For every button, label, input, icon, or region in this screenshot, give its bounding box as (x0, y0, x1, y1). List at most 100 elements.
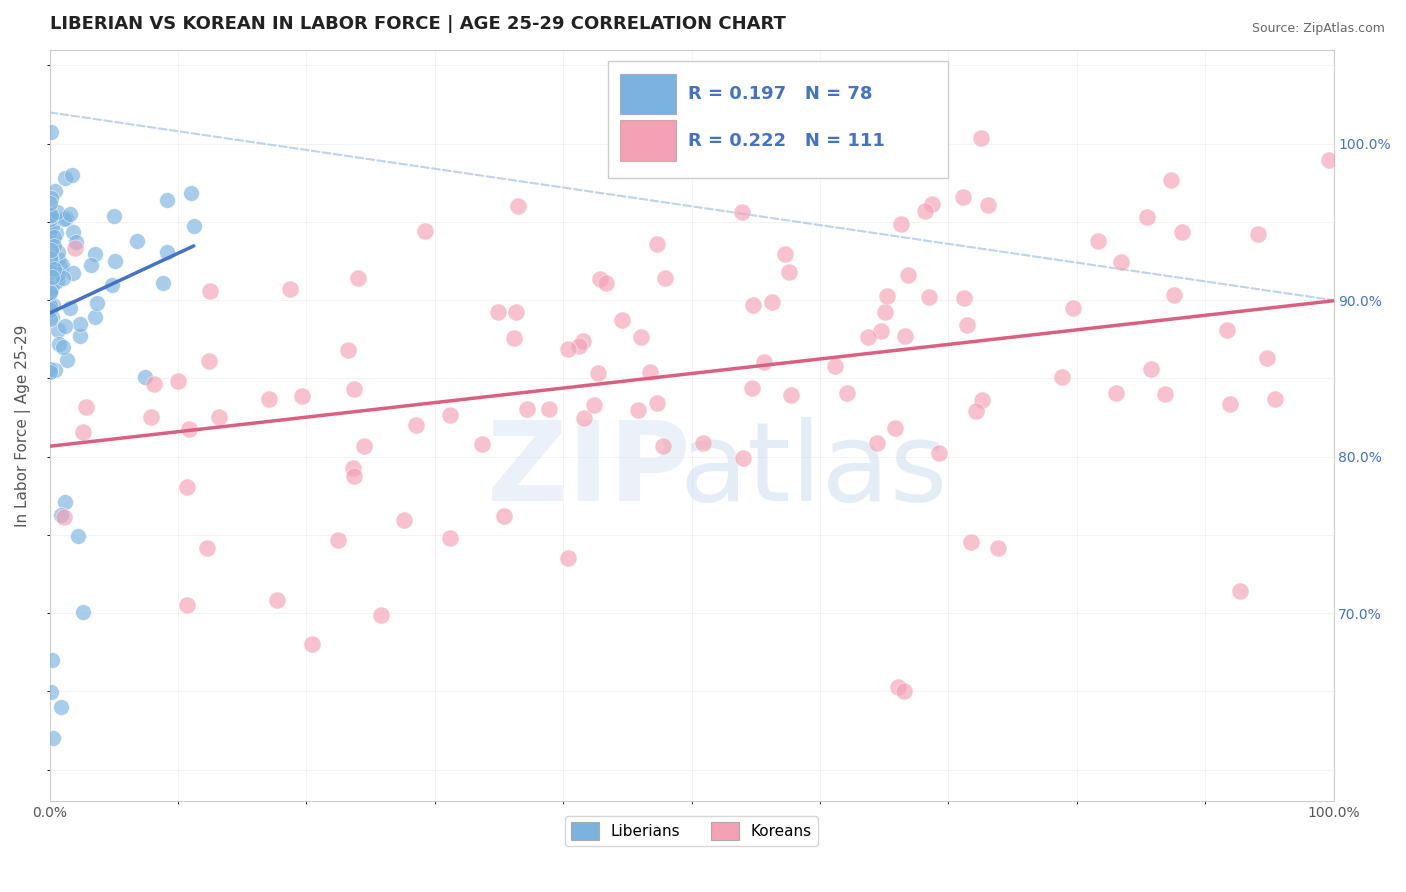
Point (439, 409, 461, 423)
Point (42, 731, 65, 746)
Point (692, 436, 714, 450)
Point (49, 508, 72, 522)
Point (589, 272, 612, 286)
Point (645, 237, 668, 252)
FancyBboxPatch shape (620, 74, 676, 114)
Point (134, 369, 156, 384)
FancyBboxPatch shape (620, 120, 676, 161)
Point (918, 290, 941, 304)
Point (328, 533, 350, 548)
Point (1154, 387, 1177, 401)
Point (41, 243, 63, 257)
Text: ZIP: ZIP (486, 417, 690, 524)
Point (143, 376, 166, 391)
Point (42, 230, 65, 244)
Point (101, 278, 124, 293)
Text: R = 0.197   N = 78: R = 0.197 N = 78 (688, 85, 872, 103)
Point (557, 551, 579, 566)
Point (568, 339, 591, 353)
Point (626, 402, 648, 417)
Point (897, 268, 920, 283)
Point (856, 330, 879, 344)
Point (869, 324, 891, 338)
Point (38, 312, 60, 326)
Point (1219, 397, 1241, 411)
Point (62, 266, 84, 280)
Point (141, 410, 163, 425)
Point (62, 225, 84, 239)
Point (83, 247, 105, 261)
Point (405, 418, 427, 433)
Point (1229, 583, 1251, 598)
Point (876, 289, 898, 303)
Point (197, 353, 219, 368)
Point (46, 268, 69, 282)
Point (503, 331, 526, 345)
Point (741, 298, 763, 312)
Point (155, 194, 177, 208)
Point (952, 190, 974, 204)
Point (516, 402, 538, 417)
Text: atlas: atlas (679, 417, 948, 524)
Point (180, 186, 202, 200)
Point (156, 244, 179, 259)
Point (928, 446, 950, 460)
Point (505, 305, 527, 319)
Point (1171, 225, 1194, 239)
Point (59, 301, 82, 316)
Point (38, 260, 60, 275)
Point (1256, 351, 1278, 365)
Point (49, 700, 72, 714)
Point (1052, 370, 1074, 384)
Point (38, 209, 60, 223)
Point (51, 258, 73, 272)
Point (39, 685, 62, 699)
Point (775, 247, 797, 261)
Point (1140, 362, 1163, 376)
Point (152, 277, 174, 291)
Point (595, 276, 617, 290)
Point (343, 382, 366, 396)
Point (574, 411, 596, 425)
Y-axis label: In Labor Force | Age 25-29: In Labor Force | Age 25-29 (15, 324, 31, 526)
Point (572, 334, 595, 348)
Point (69, 317, 91, 331)
Point (370, 608, 392, 623)
Point (41, 281, 63, 295)
Point (353, 439, 375, 453)
Point (42, 261, 65, 276)
Point (41, 280, 63, 294)
Point (167, 374, 190, 388)
Point (176, 598, 198, 612)
Point (439, 531, 461, 545)
Point (177, 422, 200, 436)
Point (59, 206, 82, 220)
Point (41, 219, 63, 234)
Point (51, 270, 73, 285)
Text: Source: ZipAtlas.com: Source: ZipAtlas.com (1251, 22, 1385, 36)
Point (42, 298, 65, 312)
Point (125, 235, 148, 249)
Point (486, 305, 509, 319)
Point (630, 329, 652, 343)
Point (654, 271, 676, 285)
Point (41, 191, 63, 205)
Point (72, 605, 94, 619)
Point (1247, 227, 1270, 241)
Point (53, 510, 76, 524)
Point (538, 401, 561, 416)
Point (56, 353, 79, 368)
Point (612, 313, 634, 327)
Point (1105, 385, 1128, 400)
Point (75, 401, 97, 415)
Point (44, 184, 66, 198)
Point (1136, 210, 1159, 224)
Point (44, 362, 66, 376)
Point (38, 195, 60, 210)
Point (1087, 234, 1109, 248)
Point (38, 231, 60, 245)
Point (1317, 153, 1340, 167)
Point (956, 318, 979, 333)
Point (55, 495, 77, 509)
Point (69, 329, 91, 343)
